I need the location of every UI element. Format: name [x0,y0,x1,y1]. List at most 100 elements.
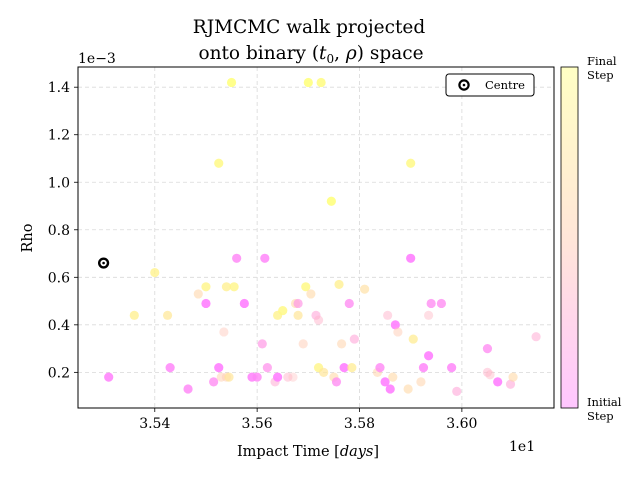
y-tick-label-0: 0.2 [48,365,70,381]
colorbar-bottom-line2: Step [587,409,614,423]
colorbar-top-line1: Final [587,54,617,68]
colorbar-bottom-label: Initial Step [587,395,622,423]
data-point-71 [436,298,446,309]
data-point-46 [331,377,342,387]
data-point-27 [273,372,283,382]
data-point-53 [360,284,370,294]
x-axis-label-unit: days [340,444,374,460]
data-point-48 [336,339,347,349]
data-point-0 [104,372,114,382]
centre-dot [102,261,105,265]
data-point-18 [229,282,239,292]
data-point-55 [375,363,385,373]
y-tick-label-1: 0.4 [48,318,70,334]
data-point-66 [416,377,426,387]
y-tick-label-3: 0.8 [48,223,70,239]
title-t0-sub: 0 [326,52,334,66]
data-point-37 [303,77,313,88]
data-point-20 [239,298,249,309]
x-axis-label-close: ] [373,444,379,460]
data-point-2 [150,267,160,278]
data-point-25 [262,363,272,373]
data-point-78 [505,379,516,389]
data-point-74 [482,343,493,354]
data-point-50 [344,298,354,309]
data-point-77 [493,377,503,387]
data-point-52 [349,334,359,344]
legend-centre-marker [458,79,470,91]
y-tick-label-4: 1.0 [48,175,70,191]
data-point-34 [293,310,303,320]
chart-title-line2: onto binary (t0, ρ) space [198,43,423,66]
y-axis-ticks: 0.2 0.4 0.6 0.8 1.0 1.2 1.4 [48,80,78,381]
data-point-44 [326,196,336,206]
data-point-40 [313,315,324,325]
data-point-23 [257,339,267,349]
x-axis-label-main: Impact Time [ [237,444,340,460]
data-point-30 [283,372,293,382]
colorbar [560,66,579,409]
data-point-73 [452,386,462,396]
data-point-4 [165,363,175,373]
data-point-58 [385,384,395,394]
data-point-63 [406,158,416,168]
data-point-42 [316,77,326,88]
data-point-35 [298,339,308,349]
title-t0: t [319,43,327,64]
data-point-6 [193,289,203,299]
data-point-10 [214,158,224,168]
data-point-15 [221,282,232,292]
data-point-75 [482,367,493,377]
grid-lines [78,67,554,408]
data-point-76 [485,370,495,380]
data-point-70 [426,298,436,309]
legend-centre-label: Centre [485,78,525,92]
data-point-47 [334,279,344,290]
data-point-38 [306,289,316,299]
data-point-36 [301,282,311,292]
colorbar-top-label: Final Step [587,54,617,82]
chart-title-line1: RJMCMC walk projected [193,17,426,38]
data-point-72 [447,363,457,373]
data-point-49 [339,363,349,373]
legend-box [445,73,535,97]
data-point-29 [278,305,288,316]
data-point-65 [408,334,418,344]
colorbar-top-line2: Step [587,68,614,82]
x-tick-label-1: 3.56 [242,416,273,432]
x-tick-label-3: 3.60 [446,416,477,432]
title-prefix: onto binary ( [198,43,319,64]
data-point-31 [288,372,298,382]
data-point-80 [531,332,541,342]
legend-centre-dot [462,83,466,87]
y-offset-label: 1e−3 [78,51,116,67]
data-point-8 [201,298,211,309]
data-point-62 [403,384,413,394]
data-point-67 [418,363,429,373]
y-axis-label: Rho [20,224,36,253]
data-point-9 [209,377,219,387]
title-mid: , [334,43,346,64]
data-point-79 [508,372,518,382]
title-suffix: ) space [357,43,424,64]
x-axis-ticks: 3.54 3.56 3.58 3.60 [139,408,477,432]
title-rho: ρ [345,43,357,64]
plot-frame [77,66,555,409]
y-tick-label-6: 1.4 [48,80,70,96]
data-point-68 [424,351,434,361]
data-point-1 [129,310,139,320]
data-point-3 [162,310,173,320]
data-point-33 [293,298,303,309]
data-point-61 [393,327,403,337]
data-point-16 [224,372,234,382]
data-point-57 [383,310,393,320]
data-point-59 [388,372,398,382]
y-tick-label-5: 1.2 [48,128,70,144]
data-point-69 [424,310,434,320]
data-point-24 [260,253,270,263]
data-point-51 [347,363,357,373]
data-point-11 [214,363,224,373]
data-point-60 [390,320,400,330]
colorbar-bottom-line1: Initial [587,395,622,409]
